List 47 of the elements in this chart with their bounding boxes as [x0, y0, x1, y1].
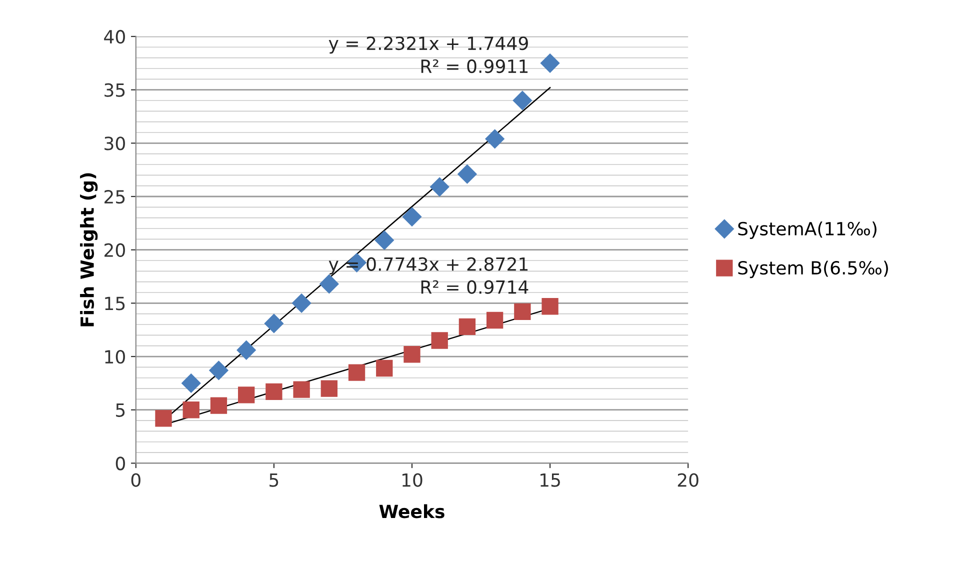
point [320, 380, 338, 397]
point [238, 386, 255, 404]
point [182, 374, 201, 393]
y-tick-label: 25 [104, 190, 125, 204]
point [348, 364, 366, 381]
point [155, 410, 172, 427]
legend-label: SystemA(11‰) [738, 222, 876, 240]
legend-label: System B(6.5‰) [738, 260, 888, 278]
point [374, 230, 394, 250]
y-tick-label: 35 [104, 83, 125, 97]
y-tick-label: 20 [104, 243, 125, 257]
y-axis-title: Fish Weight (g) [80, 173, 98, 326]
x-tick-label: 20 [678, 473, 698, 487]
y-tick-label: 10 [105, 350, 125, 364]
point [430, 177, 450, 196]
point [404, 346, 420, 363]
point [182, 402, 200, 418]
point [320, 274, 339, 294]
point [210, 397, 228, 414]
point [458, 318, 476, 335]
point [458, 164, 477, 184]
point [514, 303, 531, 320]
x-tick-label: 0 [131, 473, 140, 487]
point [402, 207, 422, 226]
point [540, 54, 560, 73]
x-tick-label: 5 [270, 473, 278, 487]
y-tick-label: 0 [116, 456, 125, 470]
y-tick-label: 40 [104, 30, 125, 44]
y-tick-label: 15 [105, 296, 125, 310]
x-tick-label: 15 [540, 473, 560, 487]
point [236, 340, 256, 360]
point [431, 332, 448, 349]
annotation: y = 2.2321x + 1.7449 R² = 0.9911 [328, 36, 528, 74]
point [209, 360, 228, 380]
x-tick-label: 10 [402, 473, 422, 487]
point [542, 298, 558, 315]
point [486, 312, 504, 329]
x-axis-title: Weeks [379, 504, 444, 518]
y-tick-label: 30 [104, 136, 125, 150]
point [266, 383, 282, 400]
point [512, 90, 532, 110]
point [376, 360, 393, 377]
y-tick-label: 5 [116, 404, 125, 417]
point [485, 129, 504, 148]
point [264, 314, 284, 333]
point [293, 381, 310, 398]
point [292, 294, 312, 313]
